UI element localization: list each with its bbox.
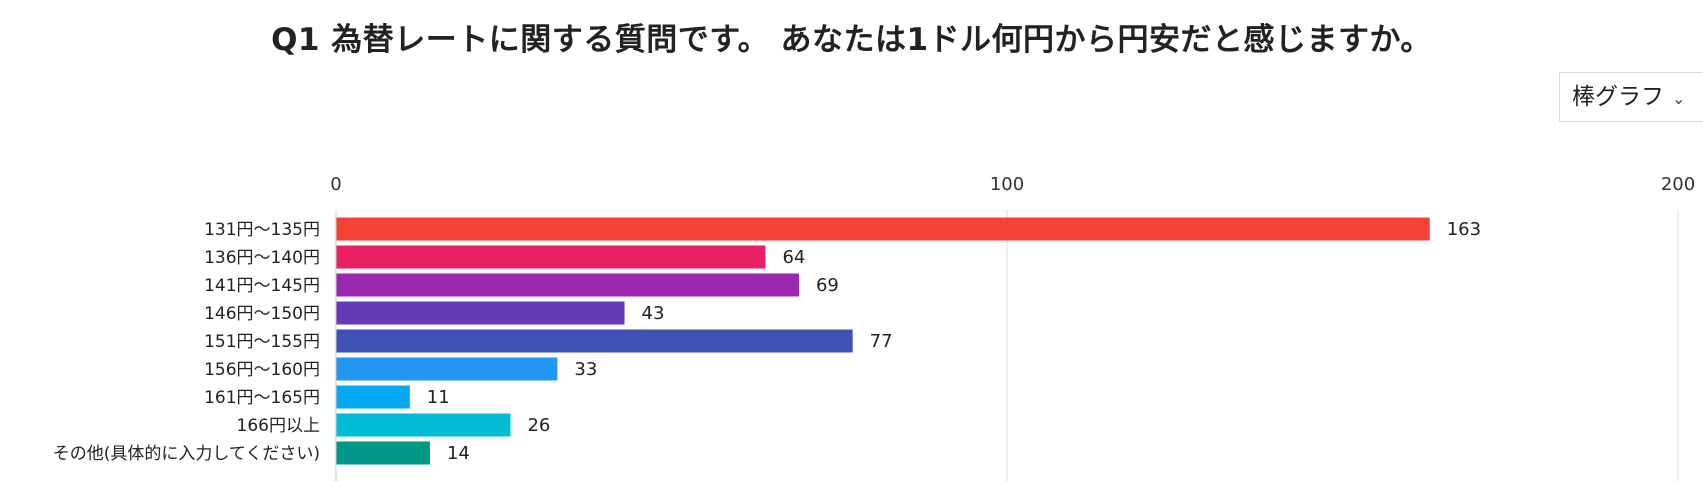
value-label: 11 — [427, 387, 450, 408]
bar[interactable] — [336, 329, 853, 353]
category-label: 146円～150円 — [204, 304, 320, 324]
category-label: 166円以上 — [237, 416, 320, 436]
x-tick-label: 200 — [1661, 174, 1695, 195]
bar[interactable] — [336, 385, 410, 409]
value-label: 64 — [782, 247, 805, 268]
value-label: 33 — [574, 359, 597, 380]
bar[interactable] — [336, 273, 799, 297]
x-tick-label: 100 — [990, 174, 1024, 195]
chart-type-dropdown[interactable]: 棒グラフ ⌄ — [1559, 72, 1703, 122]
category-label: 156円～160円 — [204, 360, 320, 380]
chart-type-selected-label: 棒グラフ — [1572, 84, 1664, 110]
bar[interactable] — [336, 245, 766, 269]
bar[interactable] — [336, 357, 558, 381]
bar[interactable] — [336, 441, 430, 465]
category-label: 151円～155円 — [204, 332, 320, 352]
value-label: 43 — [642, 303, 665, 324]
category-label: 136円～140円 — [204, 248, 320, 268]
value-label: 77 — [870, 331, 893, 352]
value-label: 163 — [1447, 219, 1481, 240]
value-label: 26 — [527, 415, 550, 436]
chevron-down-icon: ⌄ — [1672, 89, 1686, 108]
bar[interactable] — [336, 301, 625, 325]
category-label: その他(具体的に入力してください) — [53, 444, 320, 464]
value-label: 14 — [447, 443, 470, 464]
bar[interactable] — [336, 217, 1430, 241]
x-tick-label: 0 — [330, 174, 341, 195]
category-label: 141円～145円 — [204, 276, 320, 296]
bar[interactable] — [336, 413, 511, 437]
question-title: Q1 為替レートに関する質問です。 あなたは1ドル何円から円安だと感じますか。 — [271, 22, 1432, 58]
category-label: 131円～135円 — [204, 220, 320, 240]
value-label: 69 — [816, 275, 839, 296]
category-label: 161円～165円 — [204, 388, 320, 408]
